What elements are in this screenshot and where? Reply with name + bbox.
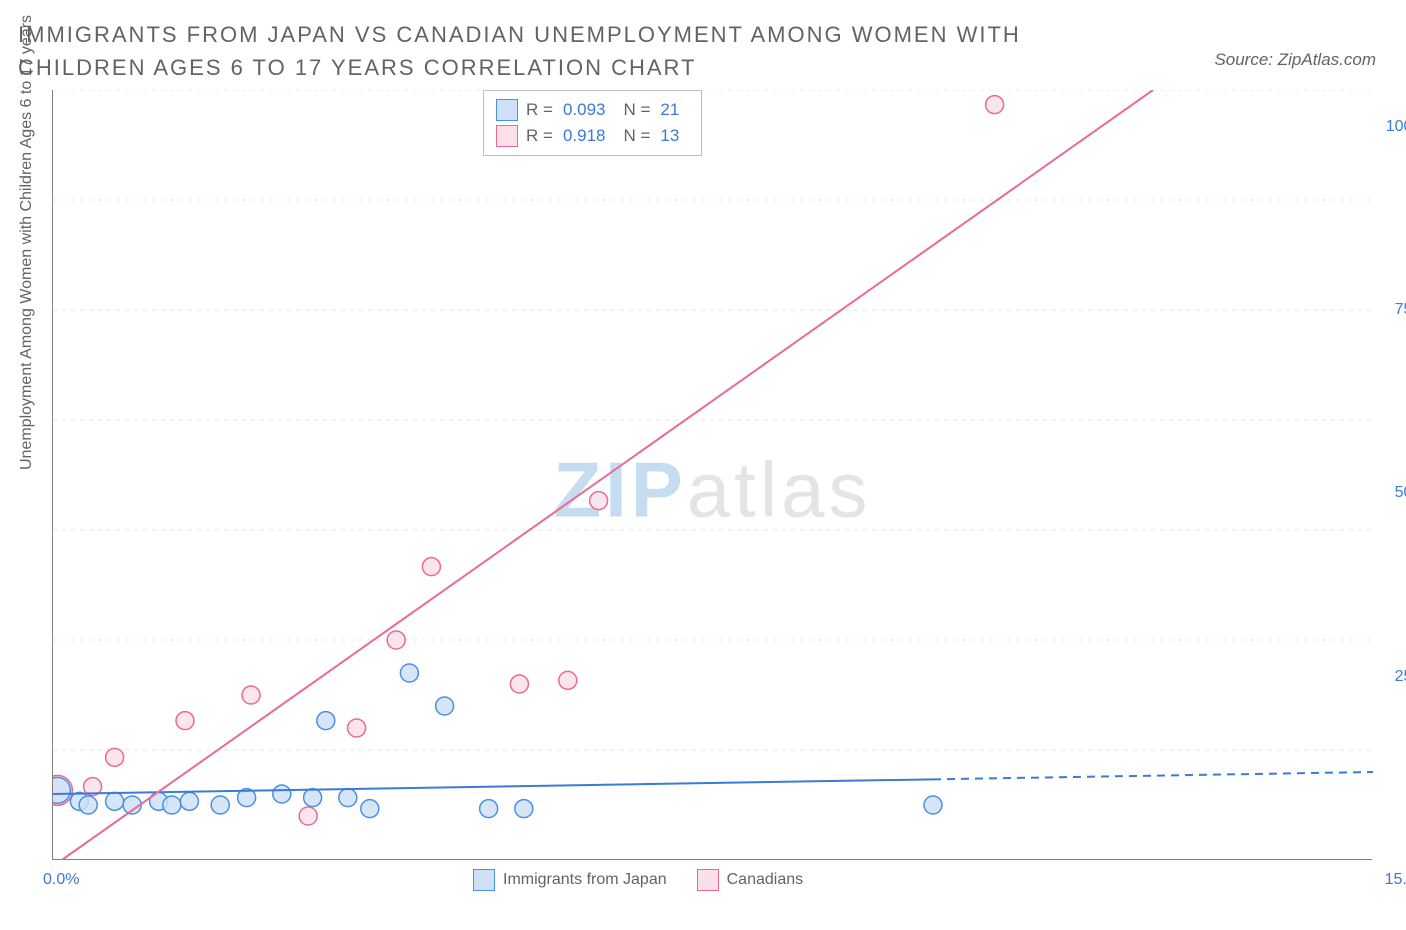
legend-label: Canadians — [727, 871, 804, 889]
swatch-blue — [496, 99, 518, 121]
r-value: 0.918 — [563, 126, 606, 146]
y-tick-label: 100.0% — [1386, 118, 1406, 136]
n-label: N = — [623, 126, 650, 146]
legend-label: Immigrants from Japan — [503, 871, 667, 889]
legend-row: R = 0.093 N = 21 — [496, 97, 689, 123]
swatch-pink — [496, 125, 518, 147]
x-axis-max-label: 15.0% — [1385, 871, 1406, 889]
x-axis-min-label: 0.0% — [43, 871, 79, 889]
y-tick-label: 25.0% — [1395, 668, 1406, 686]
n-label: N = — [623, 100, 650, 120]
r-label: R = — [526, 100, 553, 120]
y-axis-label: Unemployment Among Women with Children A… — [18, 15, 36, 470]
source-attribution: Source: ZipAtlas.com — [1214, 50, 1376, 70]
y-tick-label: 75.0% — [1395, 301, 1406, 319]
r-value: 0.093 — [563, 100, 606, 120]
y-tick-label: 50.0% — [1395, 484, 1406, 502]
chart-title: IMMIGRANTS FROM JAPAN VS CANADIAN UNEMPL… — [18, 18, 1138, 84]
legend-item: Immigrants from Japan — [473, 869, 667, 891]
correlation-legend: R = 0.093 N = 21 R = 0.918 N = 13 — [483, 90, 702, 156]
r-label: R = — [526, 126, 553, 146]
chart-svg — [53, 90, 1373, 860]
n-value: 13 — [660, 126, 679, 146]
plot-area: ZIPatlas R = 0.093 N = 21 R = 0.918 N = … — [52, 90, 1372, 860]
swatch-pink — [697, 869, 719, 891]
legend-row: R = 0.918 N = 13 — [496, 123, 689, 149]
swatch-blue — [473, 869, 495, 891]
n-value: 21 — [660, 100, 679, 120]
legend-item: Canadians — [697, 869, 804, 891]
series-legend: Immigrants from Japan Canadians — [473, 869, 803, 891]
